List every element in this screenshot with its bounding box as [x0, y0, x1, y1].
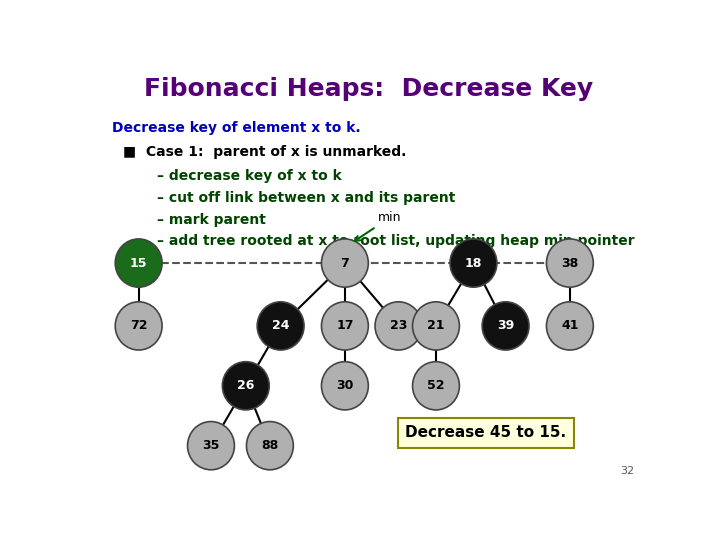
Ellipse shape: [375, 302, 422, 350]
Text: – decrease key of x to k: – decrease key of x to k: [157, 169, 342, 183]
Ellipse shape: [482, 302, 529, 350]
Text: 35: 35: [202, 439, 220, 452]
Ellipse shape: [321, 239, 369, 287]
Text: 52: 52: [427, 379, 445, 392]
Text: Decrease key of element x to k.: Decrease key of element x to k.: [112, 121, 361, 135]
Text: 88: 88: [261, 439, 279, 452]
Text: 30: 30: [336, 379, 354, 392]
Ellipse shape: [115, 239, 162, 287]
Text: 23: 23: [390, 320, 407, 333]
Text: – cut off link between x and its parent: – cut off link between x and its parent: [157, 191, 455, 205]
Ellipse shape: [546, 239, 593, 287]
Text: 7: 7: [341, 256, 349, 269]
Text: – mark parent: – mark parent: [157, 213, 266, 227]
Text: 18: 18: [465, 256, 482, 269]
Text: – add tree rooted at x to root list, updating heap min pointer: – add tree rooted at x to root list, upd…: [157, 234, 634, 248]
Ellipse shape: [246, 422, 293, 470]
Text: Decrease 45 to 15.: Decrease 45 to 15.: [405, 426, 567, 440]
Text: 24: 24: [272, 320, 289, 333]
Text: ■  Case 1:  parent of x is unmarked.: ■ Case 1: parent of x is unmarked.: [124, 145, 407, 159]
Text: Fibonacci Heaps:  Decrease Key: Fibonacci Heaps: Decrease Key: [145, 77, 593, 102]
Text: 15: 15: [130, 256, 148, 269]
Ellipse shape: [187, 422, 235, 470]
Text: min: min: [355, 211, 402, 241]
Text: 72: 72: [130, 320, 148, 333]
Ellipse shape: [321, 362, 369, 410]
Ellipse shape: [413, 362, 459, 410]
Text: 41: 41: [561, 320, 579, 333]
Ellipse shape: [413, 302, 459, 350]
Ellipse shape: [450, 239, 497, 287]
Ellipse shape: [222, 362, 269, 410]
Ellipse shape: [321, 302, 369, 350]
Ellipse shape: [115, 302, 162, 350]
Ellipse shape: [546, 302, 593, 350]
Text: 32: 32: [620, 467, 634, 476]
Text: 26: 26: [237, 379, 254, 392]
Text: 39: 39: [497, 320, 514, 333]
Text: 38: 38: [562, 256, 578, 269]
Text: 21: 21: [427, 320, 445, 333]
Ellipse shape: [257, 302, 304, 350]
Text: 17: 17: [336, 320, 354, 333]
